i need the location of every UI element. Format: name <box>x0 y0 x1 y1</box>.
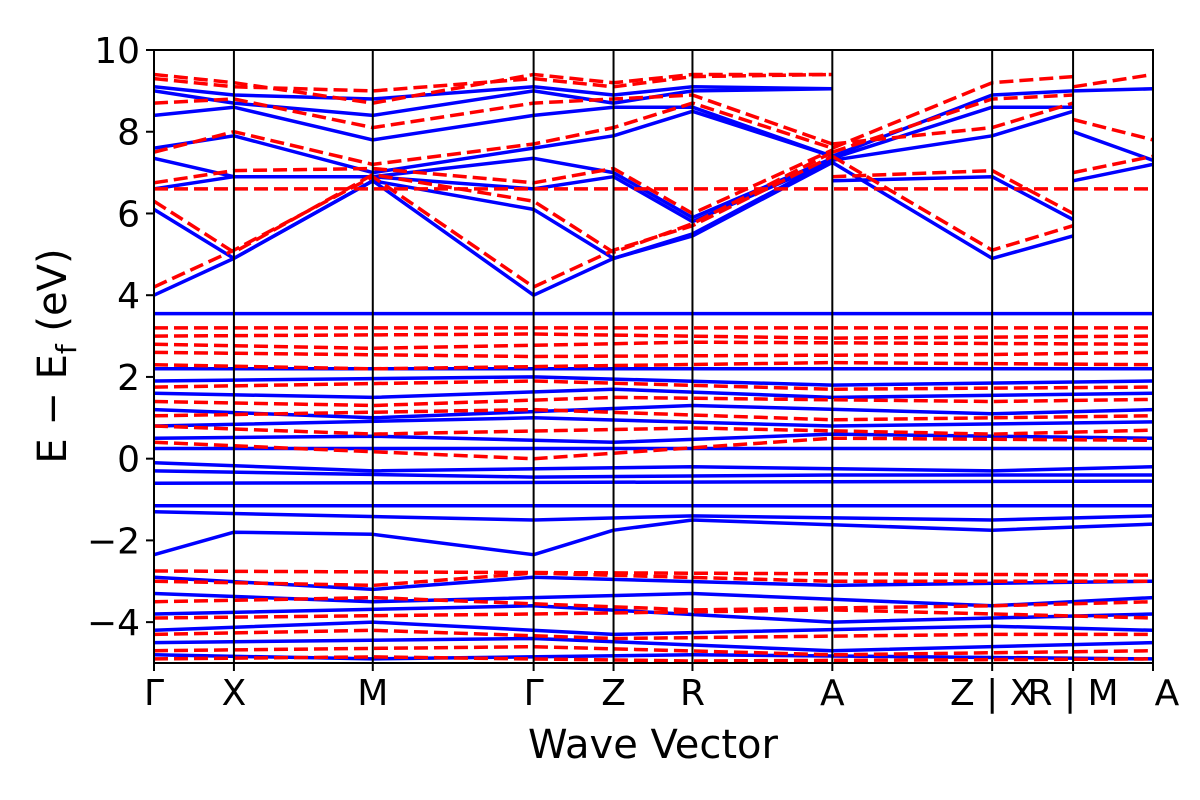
spin-down-band-32 <box>154 655 1153 663</box>
y-axis-label: E − Ef (eV) <box>30 248 83 463</box>
x-axis-ticks: Γ X M Γ Z R A Z | XR | M A <box>144 663 1180 714</box>
spin-up-band-15 <box>1072 130 1153 162</box>
y-axis-label-unit: (eV) <box>30 248 76 344</box>
y-axis-ticks: −4 −2 0 2 4 6 8 10 <box>87 31 154 644</box>
y-axis-label-subscript: f <box>50 343 83 354</box>
y-axis-label-main: E − E <box>30 354 76 464</box>
spin-up-band-14 <box>1073 87 1153 93</box>
y-tick-label-1: −2 <box>87 521 140 562</box>
spin-down-band-29 <box>154 608 1153 620</box>
spin-down-band-31 <box>154 644 1153 657</box>
spin-up-band-30 <box>154 518 1153 557</box>
y-tick-label-4: 4 <box>117 276 140 317</box>
spin-down-band-20 <box>154 360 1153 371</box>
y-tick-label-3: 2 <box>117 358 140 399</box>
spin-down-band-21 <box>154 379 1153 391</box>
spin-down-band-15 <box>1072 154 1153 175</box>
spin-down-band-17 <box>154 332 1153 340</box>
spin-up-band-16 <box>1072 162 1153 183</box>
x-tick-label-9: A <box>1155 673 1180 714</box>
spin-up-band-2 <box>991 234 1074 261</box>
high-symmetry-lines <box>232 50 1075 663</box>
spin-down-band-24 <box>154 424 1153 436</box>
y-tick-label-0: −4 <box>87 603 140 644</box>
spin-down-band-30 <box>154 628 1153 641</box>
spin-up-band-29 <box>154 510 1153 522</box>
x-tick-label-5: R <box>680 673 705 714</box>
x-tick-label-3: Γ <box>524 673 544 714</box>
y-tick-label-6: 8 <box>117 113 140 154</box>
x-tick-label-2: M <box>357 673 388 714</box>
x-axis-label: Wave Vector <box>528 722 779 768</box>
y-tick-label-7: 10 <box>94 31 140 72</box>
plot-frame <box>153 49 1154 664</box>
spin-down-band-26 <box>154 569 1153 577</box>
x-tick-label-8: R | M <box>1028 673 1119 714</box>
spin-up-band-20 <box>154 387 1153 400</box>
band-lines <box>154 72 1153 663</box>
x-tick-label-0: Γ <box>144 673 164 714</box>
y-tick-label-5: 6 <box>117 194 140 235</box>
x-tick-label-6: A <box>820 673 845 714</box>
x-tick-label-1: X <box>222 673 247 714</box>
x-tick-label-4: Z <box>601 673 626 714</box>
spin-up-band-0 <box>154 160 834 297</box>
y-tick-label-2: 0 <box>117 440 140 481</box>
spin-up-band-25 <box>154 461 1153 473</box>
spin-down-band-18 <box>154 340 1153 351</box>
spin-down-band-28 <box>154 595 1153 612</box>
spin-down-band-19 <box>154 350 1153 359</box>
spin-up-band-27 <box>154 479 1153 485</box>
spin-down-band-13 <box>1072 72 1153 89</box>
spin-down-band-23 <box>154 407 1153 422</box>
spin-down-band-25 <box>154 436 1153 461</box>
x-tick-label-7: Z | X <box>950 673 1034 714</box>
spin-down-band-14 <box>1072 117 1153 142</box>
spin-down-band-22 <box>154 395 1153 408</box>
